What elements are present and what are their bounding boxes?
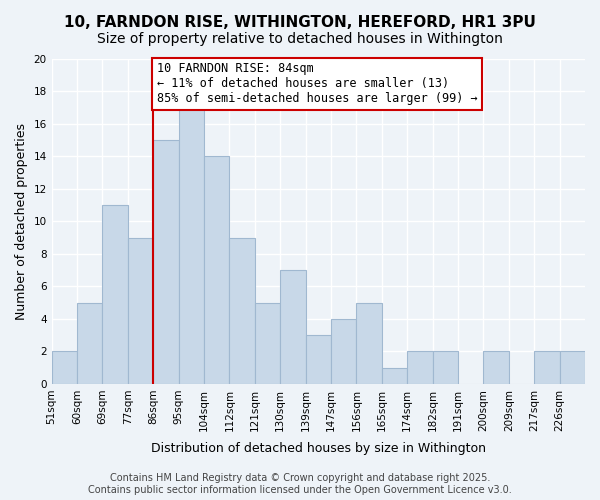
X-axis label: Distribution of detached houses by size in Withington: Distribution of detached houses by size … — [151, 442, 486, 455]
Bar — [52, 352, 77, 384]
Bar — [484, 352, 509, 384]
Bar — [153, 140, 179, 384]
Bar — [331, 319, 356, 384]
Bar — [204, 156, 229, 384]
Bar — [103, 205, 128, 384]
Bar — [128, 238, 153, 384]
Bar — [560, 352, 585, 384]
Bar — [407, 352, 433, 384]
Bar — [229, 238, 255, 384]
Bar — [179, 108, 204, 384]
Bar — [280, 270, 305, 384]
Bar — [255, 302, 280, 384]
Bar — [534, 352, 560, 384]
Text: Contains HM Land Registry data © Crown copyright and database right 2025.
Contai: Contains HM Land Registry data © Crown c… — [88, 474, 512, 495]
Bar — [433, 352, 458, 384]
Y-axis label: Number of detached properties: Number of detached properties — [15, 123, 28, 320]
Text: Size of property relative to detached houses in Withington: Size of property relative to detached ho… — [97, 32, 503, 46]
Text: 10, FARNDON RISE, WITHINGTON, HEREFORD, HR1 3PU: 10, FARNDON RISE, WITHINGTON, HEREFORD, … — [64, 15, 536, 30]
Text: 10 FARNDON RISE: 84sqm
← 11% of detached houses are smaller (13)
85% of semi-det: 10 FARNDON RISE: 84sqm ← 11% of detached… — [157, 62, 478, 105]
Bar — [77, 302, 103, 384]
Bar — [382, 368, 407, 384]
Bar — [305, 335, 331, 384]
Bar — [356, 302, 382, 384]
